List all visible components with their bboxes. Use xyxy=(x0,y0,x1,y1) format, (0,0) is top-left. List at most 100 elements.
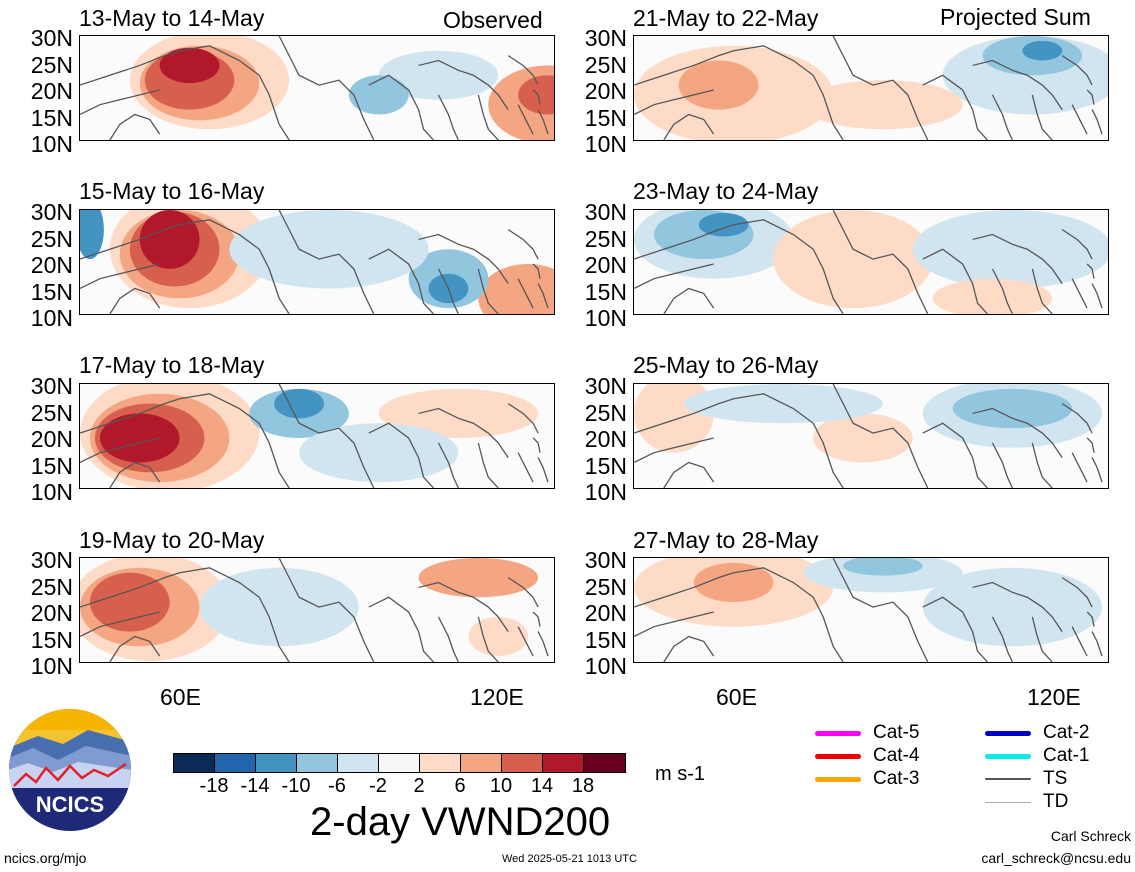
anomaly-contour xyxy=(803,80,963,130)
legend-line-swatch xyxy=(985,730,1031,736)
anomaly-contour xyxy=(698,212,749,237)
lat-label: 30N xyxy=(584,547,627,573)
coastline xyxy=(537,109,549,135)
coastline xyxy=(368,248,434,314)
coastline xyxy=(832,210,929,314)
footer-email[interactable]: carl_schreck@ncsu.edu xyxy=(981,850,1131,866)
lat-label: 15N xyxy=(584,452,627,479)
projected-map-panel xyxy=(633,209,1109,315)
coastline xyxy=(634,567,844,662)
coastline xyxy=(972,581,1063,632)
coastline xyxy=(1071,278,1088,309)
anomaly-contour xyxy=(99,413,180,463)
coastline xyxy=(663,461,715,488)
lat-label: 25N xyxy=(584,573,627,600)
coastline xyxy=(109,287,161,314)
coastline xyxy=(517,626,534,657)
colorbar-swatch xyxy=(584,754,625,772)
legend-label: TD xyxy=(1043,791,1069,812)
lon-label-120e-right: 120E xyxy=(1027,684,1081,710)
lat-label: 25N xyxy=(584,51,627,78)
panel-title: 25-May to 26-May xyxy=(633,352,819,378)
colorbar-tick-label: 2 xyxy=(413,775,425,797)
coastline xyxy=(634,393,844,488)
coastline xyxy=(972,407,1063,458)
colorbar-swatch xyxy=(543,754,584,772)
lon-label-60e-left: 60E xyxy=(160,684,201,710)
projected-map-panel xyxy=(633,35,1109,141)
panel-title: 21-May to 22-May xyxy=(633,5,819,31)
coastline xyxy=(418,581,509,632)
anomaly-contour xyxy=(348,75,409,115)
coastline xyxy=(634,89,714,116)
coastline xyxy=(477,442,499,488)
coastline xyxy=(80,611,160,638)
anomaly-contour xyxy=(139,210,200,269)
anomaly-contour xyxy=(299,423,459,483)
colorbar-units: m s-1 xyxy=(655,763,705,785)
anomaly-contour xyxy=(678,60,759,110)
colorbar-swatch xyxy=(338,754,379,772)
coastline xyxy=(368,596,434,662)
observed-header: Observed xyxy=(443,7,543,33)
legend-item: TS xyxy=(985,768,1067,790)
lat-label: 20N xyxy=(584,78,627,104)
coastline xyxy=(991,94,1013,140)
lat-label: 25N xyxy=(30,225,73,252)
lat-label: 15N xyxy=(584,626,627,653)
colorbar-tick-label: 14 xyxy=(530,775,554,797)
anomaly-contour xyxy=(773,210,933,309)
coastline xyxy=(922,248,988,314)
coastline xyxy=(477,94,499,140)
coastline xyxy=(634,219,844,314)
anomaly-contour xyxy=(932,278,1053,314)
coastline xyxy=(1086,611,1095,627)
coastline xyxy=(278,210,375,314)
legend-label: TS xyxy=(1043,768,1068,789)
legend-line-swatch xyxy=(815,753,861,759)
coastline xyxy=(532,89,541,105)
legend-label: Cat-5 xyxy=(873,722,920,743)
coastline xyxy=(1071,452,1088,483)
colorbar-tick-label: -10 xyxy=(281,775,311,797)
projected-sum-header: Projected Sum xyxy=(940,4,1091,30)
lat-label: 10N xyxy=(584,305,627,331)
coastline xyxy=(368,74,434,140)
coastline xyxy=(1091,457,1103,483)
coastline xyxy=(80,437,160,464)
lat-label: 10N xyxy=(30,305,73,331)
coastline xyxy=(80,263,160,290)
coastline xyxy=(532,263,541,279)
lat-label: 30N xyxy=(584,25,627,51)
coastline xyxy=(109,461,161,488)
coastline xyxy=(437,442,459,488)
coastline xyxy=(1091,283,1103,309)
footer-timestamp: Wed 2025-05-21 1013 UTC xyxy=(502,853,637,865)
coastline xyxy=(80,393,290,488)
footer-url[interactable]: ncics.org/mjo xyxy=(4,850,87,866)
colorbar-swatch xyxy=(215,754,256,772)
coastline xyxy=(109,635,161,662)
coastline xyxy=(80,45,290,140)
coastline xyxy=(991,616,1013,662)
lat-label: 20N xyxy=(30,426,73,452)
lat-label: 25N xyxy=(30,51,73,78)
anomaly-contour xyxy=(1022,40,1063,61)
anomaly-contour xyxy=(80,210,104,260)
coastline xyxy=(1091,631,1103,657)
lat-label: 10N xyxy=(584,131,627,157)
coastline xyxy=(1031,442,1053,488)
legend-item: Cat-2 xyxy=(985,722,1089,744)
lat-label: 25N xyxy=(584,225,627,252)
lon-label-120e-left: 120E xyxy=(470,684,524,710)
lat-label: 20N xyxy=(30,600,73,626)
coastline xyxy=(368,422,434,488)
anomaly-contour xyxy=(229,210,429,289)
lat-label: 30N xyxy=(30,547,73,573)
lat-label: 10N xyxy=(30,479,73,505)
lat-label: 10N xyxy=(30,131,73,157)
coastline xyxy=(517,452,534,483)
coastline xyxy=(922,422,988,488)
coastline xyxy=(832,558,929,662)
coastline xyxy=(507,229,539,260)
